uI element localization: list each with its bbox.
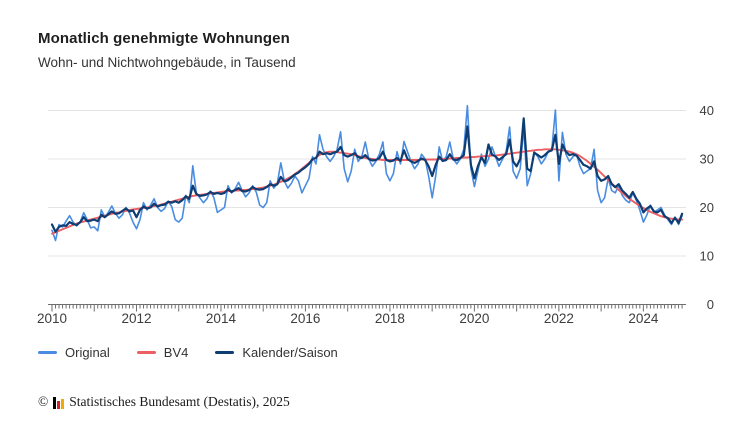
legend-label: Original: [65, 345, 110, 360]
series-line-kalender-saison[interactable]: [50, 117, 684, 233]
series-line-original[interactable]: [51, 104, 683, 242]
x-tick-label: 2014: [206, 311, 237, 326]
x-tick-label: 2020: [459, 311, 489, 326]
legend-item-bv4[interactable]: BV4: [136, 345, 189, 360]
x-tick-label: 2024: [628, 311, 659, 326]
y-tick-label: 10: [700, 249, 714, 264]
logo-bar: [53, 396, 57, 409]
x-tick-label: 2022: [544, 311, 574, 326]
x-tick-label: 2010: [37, 311, 67, 326]
legend-swatch-icon: [136, 351, 156, 354]
logo-bar: [57, 400, 61, 409]
legend-item-original[interactable]: Original: [38, 345, 110, 360]
legend-label: BV4: [163, 345, 189, 360]
x-tick-label: 2012: [121, 311, 151, 326]
chart-subtitle: Wohn- und Nichtwohngebäude, in Tausend: [38, 55, 296, 70]
chart-title: Monatlich genehmigte Wohnungen: [38, 30, 290, 47]
chart-legend: Original BV4 Kalender/Saison: [38, 345, 338, 360]
legend-label: Kalender/Saison: [242, 345, 338, 360]
source-line: © Statistisches Bundesamt (Destatis), 20…: [38, 394, 290, 410]
y-tick-label: 30: [700, 152, 714, 167]
legend-swatch-icon: [38, 351, 57, 354]
legend-swatch-icon: [215, 351, 235, 354]
copyright-symbol: ©: [38, 394, 49, 409]
destatis-logo-icon: [53, 396, 65, 409]
source-text: Statistisches Bundesamt (Destatis), 2025: [69, 394, 290, 409]
y-tick-label: 0: [707, 297, 714, 312]
x-tick-label: 2018: [375, 311, 405, 326]
logo-bar: [61, 398, 65, 409]
series-line-bv4[interactable]: [51, 148, 684, 235]
legend-item-kalender-saison[interactable]: Kalender/Saison: [215, 345, 338, 360]
y-tick-label: 20: [700, 200, 714, 215]
y-tick-label: 40: [700, 103, 714, 118]
x-tick-label: 2016: [290, 311, 320, 326]
